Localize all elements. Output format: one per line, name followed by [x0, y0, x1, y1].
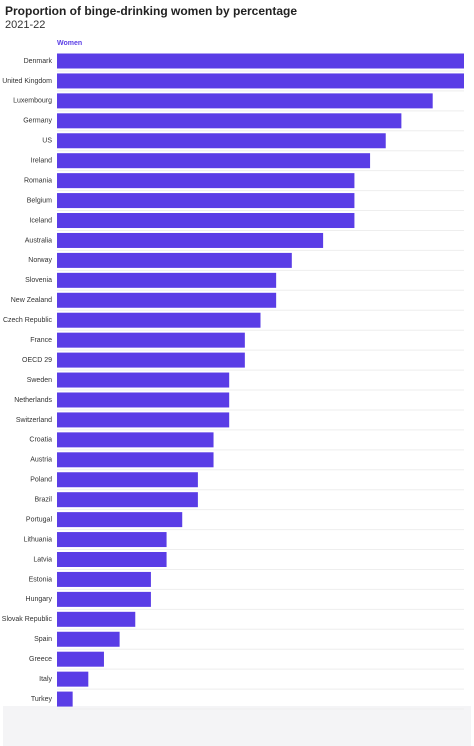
y-tick-label: Spain [34, 636, 52, 643]
bar [57, 631, 120, 647]
bar [57, 153, 371, 169]
y-tick-label: Hungary [26, 596, 53, 603]
bar [57, 571, 151, 587]
y-tick-label: Lithuania [24, 536, 53, 543]
y-tick-label: Turkey [31, 696, 53, 703]
y-tick-label: Slovak Republic [2, 616, 53, 623]
y-tick-label: OECD 29 [22, 357, 52, 364]
y-tick-label: Australia [25, 237, 52, 244]
y-tick-label: Austria [30, 457, 52, 464]
bar [57, 173, 355, 189]
chart-title: Proportion of binge-drinking women by pe… [5, 4, 297, 18]
footer-area [3, 706, 471, 746]
y-tick-label: Iceland [29, 217, 52, 224]
y-tick-label: Croatia [29, 437, 52, 444]
y-tick-label: Romania [24, 177, 52, 184]
y-tick-label: Poland [30, 477, 52, 484]
y-tick-label: Estonia [29, 576, 52, 583]
y-tick-label: Czech Republic [3, 317, 53, 324]
y-tick-label: Switzerland [16, 417, 52, 424]
bar [57, 552, 167, 567]
bar [57, 252, 292, 268]
bar [57, 651, 104, 667]
y-tick-label: Slovenia [25, 277, 52, 284]
bar [57, 452, 214, 468]
bar [57, 512, 183, 528]
bar [57, 73, 464, 89]
bar [57, 312, 261, 328]
y-tick-label: Greece [29, 656, 52, 663]
bar [57, 53, 464, 69]
bar [57, 492, 198, 508]
bar [57, 332, 245, 348]
y-tick-label: Germany [23, 118, 52, 125]
bar [57, 113, 402, 129]
bar [57, 213, 355, 229]
bar [57, 372, 230, 388]
bar [57, 392, 230, 408]
bar [57, 133, 386, 149]
y-tick-label: Norway [28, 257, 52, 264]
bar [57, 352, 245, 368]
bar [57, 611, 136, 627]
bar [57, 272, 277, 288]
bar [57, 691, 73, 707]
bar [57, 671, 89, 687]
bar [57, 432, 214, 448]
y-tick-label: Denmark [24, 58, 53, 65]
y-tick-label: Netherlands [14, 397, 52, 404]
y-tick-label: New Zealand [11, 297, 52, 304]
bar [57, 532, 167, 548]
y-tick-label: United Kingdom [2, 78, 52, 85]
bar [57, 232, 324, 248]
bar [57, 472, 198, 488]
bar [57, 93, 433, 109]
y-tick-label: Luxembourg [13, 98, 52, 105]
chart-subtitle: 2021-22 [5, 19, 45, 31]
bar [57, 193, 355, 209]
y-tick-label: US [42, 138, 52, 145]
y-tick-label: Belgium [27, 197, 52, 204]
y-tick-label: Italy [39, 676, 52, 683]
y-tick-label: Sweden [27, 377, 52, 384]
legend-label: Women [57, 40, 82, 47]
y-tick-label: Ireland [31, 158, 53, 165]
y-tick-label: Portugal [26, 516, 53, 523]
bar [57, 292, 277, 308]
y-tick-label: Brazil [34, 497, 52, 504]
y-tick-label: France [30, 337, 52, 344]
y-tick-label: Latvia [33, 556, 52, 563]
bar [57, 412, 230, 428]
bar [57, 591, 151, 607]
